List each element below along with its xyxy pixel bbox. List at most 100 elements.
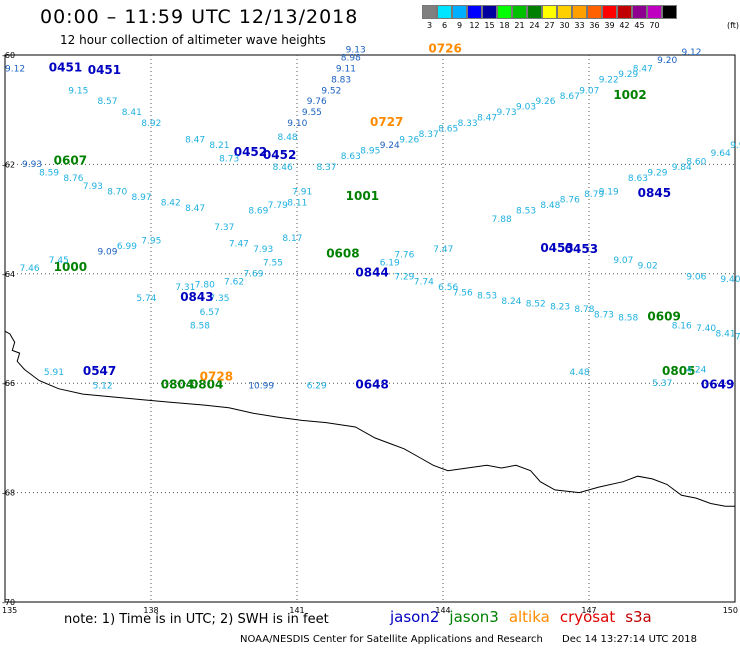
wave-height-value: 9.22 — [599, 75, 619, 85]
wave-height-value: 4.24 — [686, 365, 706, 375]
legend-label: 33 — [574, 21, 585, 30]
wave-height-value: 7.31 — [175, 283, 195, 293]
legend-swatch — [512, 5, 527, 19]
wave-height-value: 8.41 — [716, 330, 736, 340]
pass-time-label: 0727 — [370, 115, 403, 129]
wave-height-value: 9.93 — [22, 160, 42, 170]
wave-height-value: 8.58 — [618, 313, 638, 323]
wave-height-value: 5.91 — [44, 368, 64, 378]
legend-swatch — [647, 5, 662, 19]
wave-height-value: 7.88 — [492, 215, 512, 225]
legend-label: 30 — [559, 21, 570, 30]
wave-height-value: 9.11 — [336, 64, 356, 74]
footnote: note: 1) Time is in UTC; 2) SWH is in fe… — [64, 612, 329, 627]
map-subtitle: 12 hour collection of altimeter wave hei… — [60, 33, 326, 47]
credit-text: NOAA/NESDIS Center for Satellite Applica… — [240, 634, 543, 645]
wave-height-value: 9.29 — [647, 168, 667, 178]
wave-height-value: 9.20 — [657, 56, 677, 66]
legend-swatch — [497, 5, 512, 19]
wave-height-value: 7.79 — [268, 201, 288, 211]
pass-time-label: 0845 — [638, 186, 671, 200]
latitude-label: -60 — [2, 51, 15, 60]
wave-height-value: 8.24 — [501, 297, 521, 307]
legend-swatch — [587, 5, 602, 19]
wave-height-value: 8.37 — [419, 130, 439, 140]
wave-height-value: 8.46 — [273, 163, 293, 173]
wave-height-value: 7.55 — [263, 259, 283, 269]
legend-swatch — [632, 5, 647, 19]
color-legend-labels: 3 6 9 12 15 18 21 24 27 30 33 36 39 42 45 70 — [422, 21, 662, 30]
pass-time-label: 0804 — [161, 378, 194, 392]
wave-height-value: 7.69 — [243, 270, 263, 280]
wave-height-value: 9.24 — [380, 141, 400, 151]
legend-swatch — [452, 5, 467, 19]
wave-height-value: 7.45 — [49, 256, 69, 266]
wave-height-value: 8.76 — [63, 174, 83, 184]
wave-height-value: 8.21 — [209, 141, 229, 151]
wave-height-value: 8.98 — [341, 53, 361, 63]
wave-height-value: 5.37 — [652, 379, 672, 389]
wave-height-value: 9.02 — [638, 261, 658, 271]
wave-height-value: 9.03 — [516, 103, 536, 113]
wave-height-value: 9.19 — [599, 187, 619, 197]
legend-label: 21 — [514, 21, 525, 30]
wave-height-value: 8.92 — [141, 119, 161, 129]
pass-time-label: 0451 — [88, 63, 121, 77]
wave-height-value: 9.64 — [711, 149, 731, 159]
legend-swatch — [602, 5, 617, 19]
wave-height-value: 8.37 — [316, 163, 336, 173]
wave-height-value: 8.47 — [185, 204, 205, 214]
legend-label: 18 — [499, 21, 510, 30]
latitude-label: -70 — [2, 598, 15, 607]
wave-height-value: 8.47 — [477, 114, 497, 124]
pass-time-label: 0609 — [647, 309, 680, 323]
wave-height-value: 8.65 — [438, 125, 458, 135]
legend-swatch — [422, 5, 437, 19]
pass-time-label: 0805 — [662, 364, 695, 378]
wave-height-value: 9.26 — [535, 97, 555, 107]
legend-swatch — [482, 5, 497, 19]
wave-height-value: 7.91 — [292, 187, 312, 197]
wave-height-value: 8.73 — [219, 155, 239, 165]
wave-height-value: 8.63 — [341, 152, 361, 162]
longitude-label: 141 — [289, 606, 304, 615]
map-frame — [4, 54, 736, 603]
pass-time-label: 1002 — [613, 88, 646, 102]
wave-height-value: 8.41 — [122, 108, 142, 118]
wave-height-value: 9.73 — [497, 108, 517, 118]
legend-unit: (ft) — [727, 21, 740, 30]
wave-height-value: 9.29 — [618, 70, 638, 80]
wave-height-value: 7.35 — [209, 294, 229, 304]
wave-height-value: 7.93 — [83, 182, 103, 192]
wave-height-value: 8.73 — [594, 311, 614, 321]
wave-height-value: 9.84 — [672, 163, 692, 173]
pass-time-label: 0649 — [701, 378, 734, 392]
wave-height-value: 8.95 — [360, 146, 380, 156]
pass-time-label: 0844 — [355, 266, 388, 280]
wave-height-value: 7.67 — [735, 332, 740, 342]
wave-height-value: 9.13 — [346, 45, 366, 55]
pass-time-label: 0453 — [565, 242, 598, 256]
wave-height-value: 8.23 — [550, 302, 570, 312]
legend-label: 12 — [469, 21, 480, 30]
legend-swatch — [572, 5, 587, 19]
wave-height-value: 9.15 — [68, 86, 88, 96]
wave-height-value: 8.83 — [331, 75, 351, 85]
pass-time-label: 0452 — [263, 148, 296, 162]
wave-height-value: 7.95 — [141, 237, 161, 247]
legend-label: 42 — [619, 21, 630, 30]
wave-height-value: 7.29 — [394, 272, 414, 282]
wave-height-value: 9.26 — [399, 136, 419, 146]
legend-label: 6 — [441, 21, 448, 30]
satellite-legend: jason2 jason3 altika cryosat s3a — [390, 608, 662, 626]
generated-time: Dec 14 13:27:14 UTC 2018 — [562, 634, 698, 645]
wave-height-value: 9.09 — [97, 248, 117, 258]
pass-time-label: 0452 — [234, 145, 267, 159]
legend-label: 70 — [649, 21, 660, 30]
wave-height-value: 8.16 — [672, 322, 692, 332]
wave-height-value: 6.29 — [307, 382, 327, 392]
wave-height-value: 9.40 — [720, 275, 740, 285]
satellite-label: altika — [508, 608, 550, 626]
pass-time-label: 0453 — [540, 241, 573, 255]
